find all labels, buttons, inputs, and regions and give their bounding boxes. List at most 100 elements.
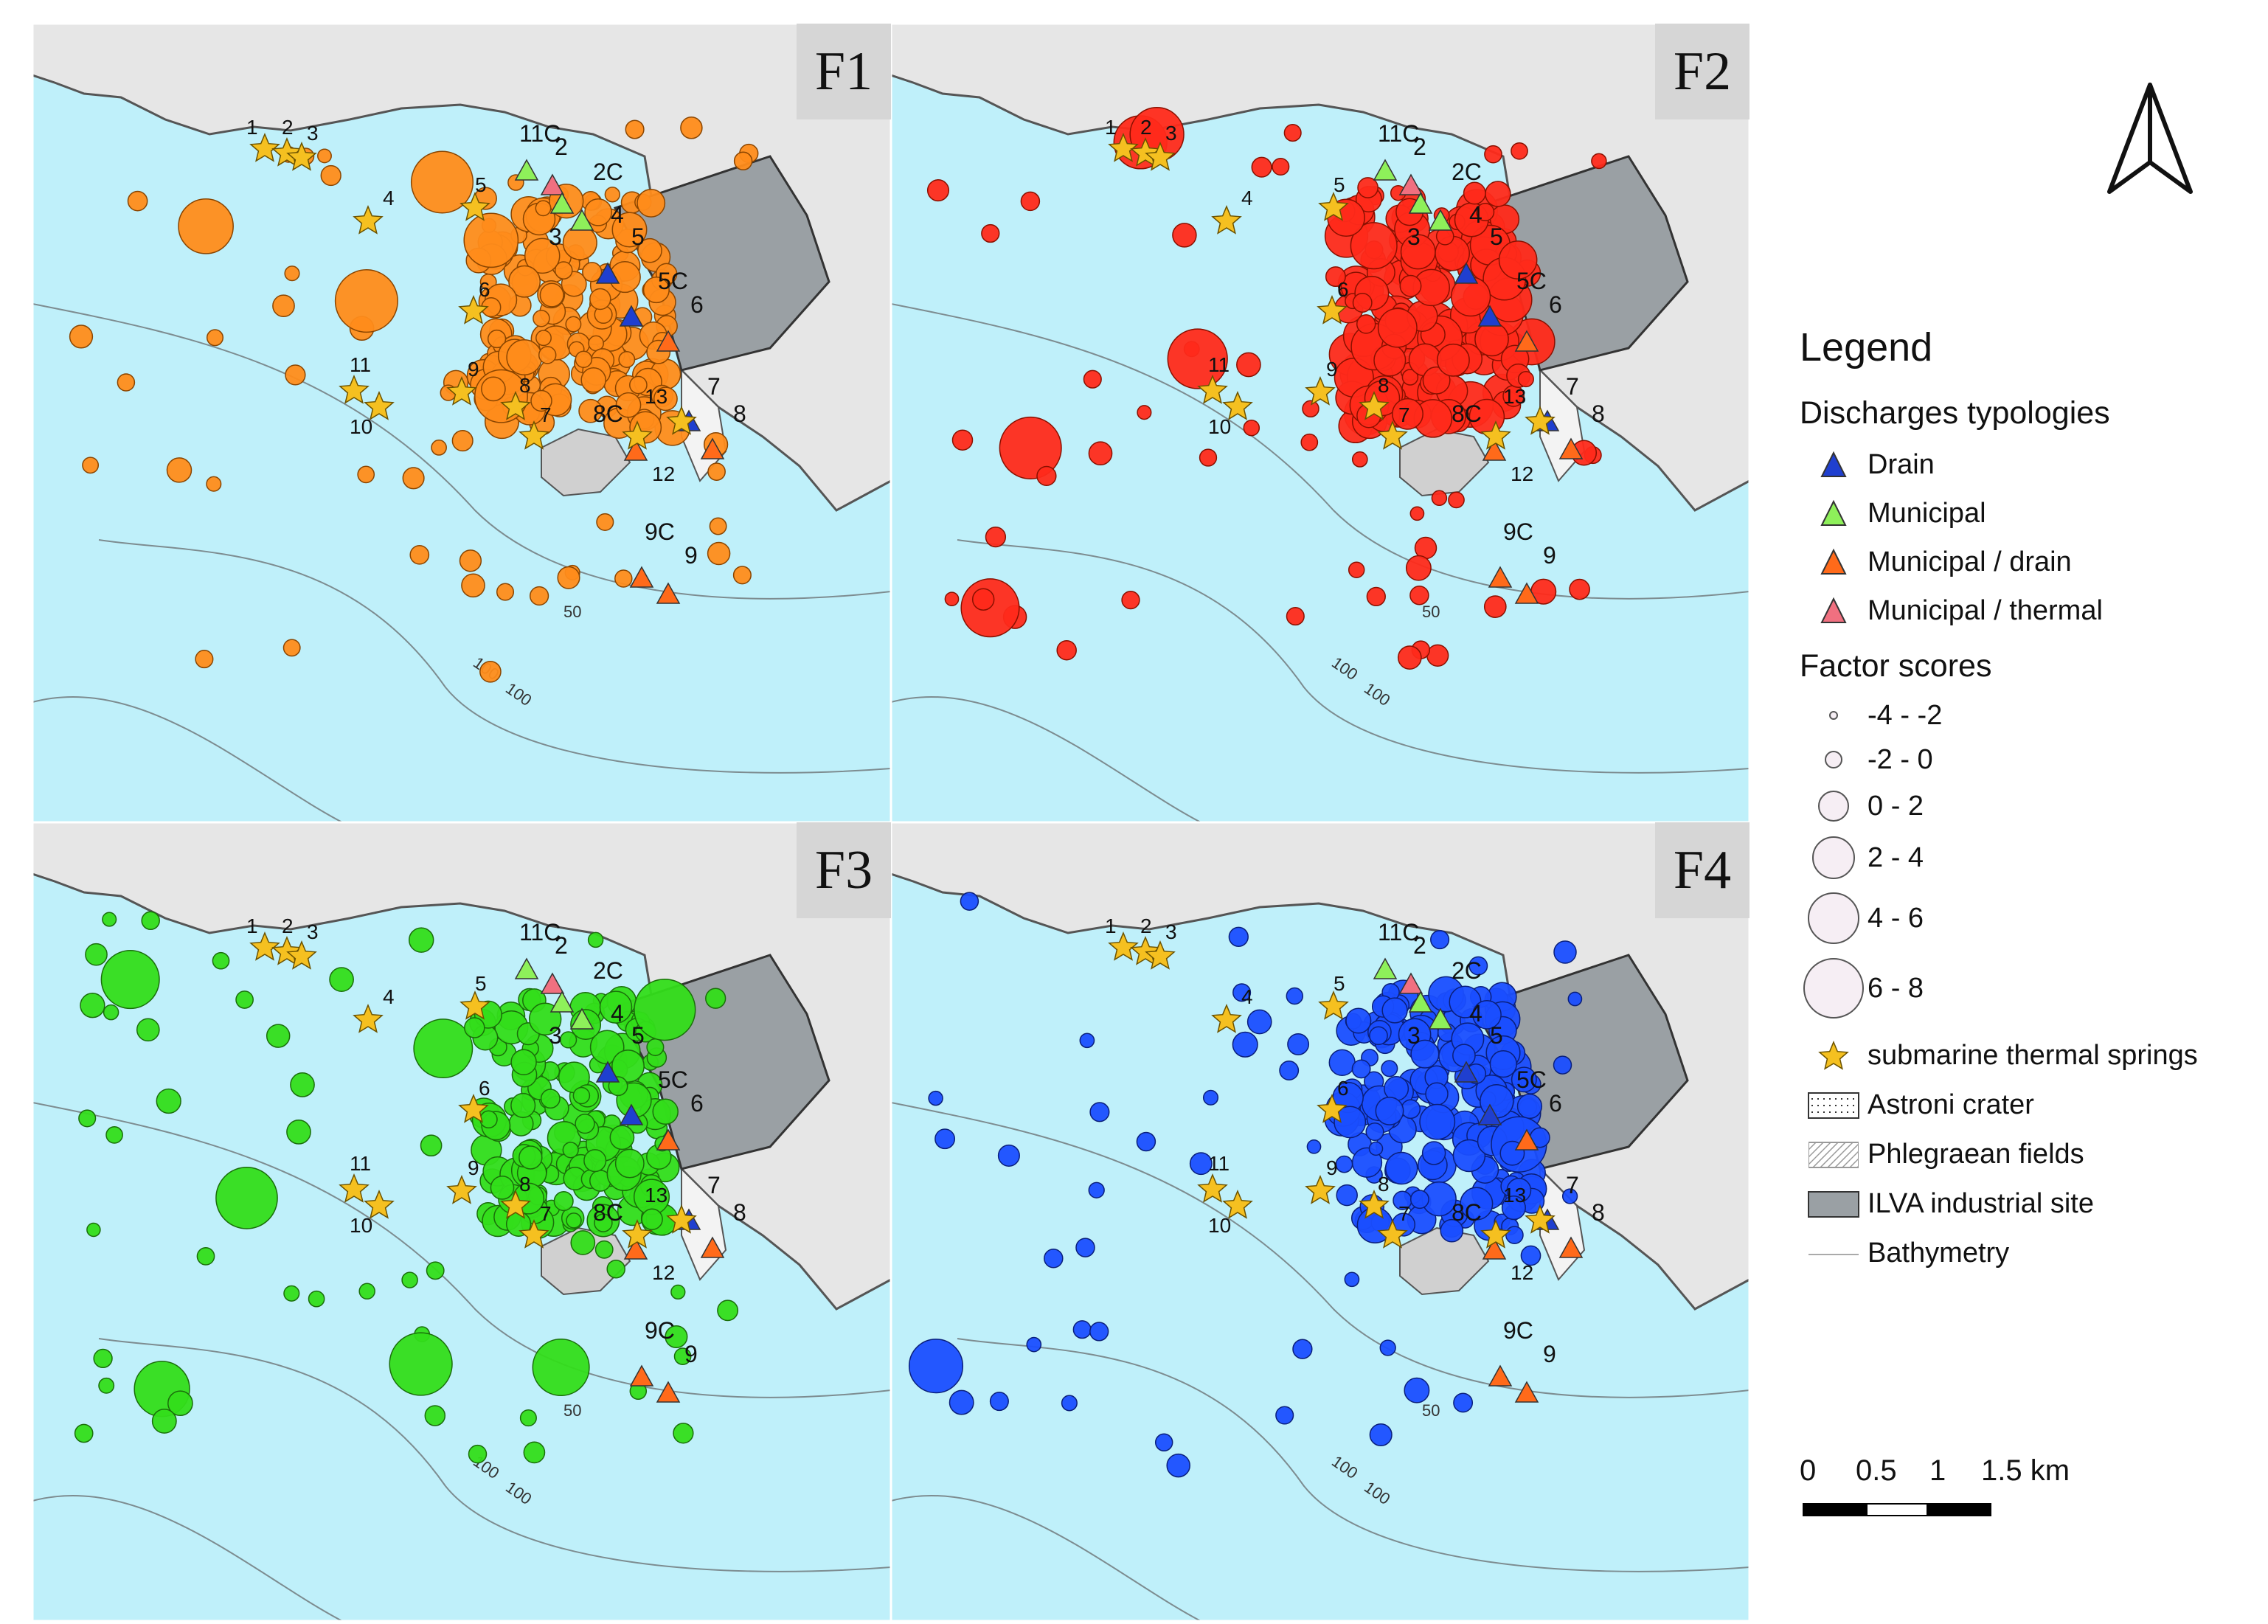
sampling-point xyxy=(1020,191,1041,212)
sampling-point xyxy=(575,350,593,368)
legend-label: 0 - 2 xyxy=(1868,790,1924,822)
bathymetry-line-100b xyxy=(891,1494,1201,1621)
sampling-point xyxy=(1352,293,1373,313)
discharge-label: 5C xyxy=(658,268,688,294)
municipal-discharge-icon xyxy=(569,1007,594,1030)
drain-discharge-icon xyxy=(1454,262,1479,284)
sampling-point xyxy=(1287,1033,1310,1055)
spring-label: 11 xyxy=(350,353,371,376)
discharge-label: 11C xyxy=(519,120,561,147)
sampling-point xyxy=(596,513,614,531)
scale-bar-segment xyxy=(1927,1503,1991,1516)
sampling-point xyxy=(1026,1336,1042,1353)
spring-label: 7 xyxy=(1398,1202,1410,1225)
discharge-label: 11C xyxy=(519,919,561,945)
sampling-point xyxy=(587,931,604,948)
sampling-point xyxy=(420,1134,443,1157)
spring-label: 2 xyxy=(282,116,294,139)
panel-title: F2 xyxy=(1655,24,1749,119)
sampling-point xyxy=(971,588,995,611)
drain-triangle-icon xyxy=(1800,450,1868,479)
sampling-point xyxy=(1569,578,1590,600)
spring-label: 9 xyxy=(1326,1156,1338,1179)
map-panel-f1: 5010010011C22C3455C6788C9C91234567891011… xyxy=(32,24,891,822)
thermal-spring-star-icon xyxy=(339,375,370,404)
spring-label: 11 xyxy=(350,1152,371,1175)
thermal-spring-star-icon xyxy=(1525,1204,1556,1234)
spring-label: 12 xyxy=(652,1261,675,1284)
sampling-point xyxy=(127,190,148,212)
spring-label: 2 xyxy=(1140,915,1152,937)
sampling-point xyxy=(490,1176,515,1200)
bathymetry-line-100b xyxy=(32,695,343,822)
thermal-spring-star-icon xyxy=(622,1219,653,1249)
discharge-label: 5 xyxy=(1490,223,1503,250)
sampling-point xyxy=(1463,181,1486,205)
map-panel-f4: 50 100 100 11C 2 2C 3 4 5 5C 6 7 8 8C 9C 9 1 2 3 4 5 6 7 8 9 10 11… xyxy=(891,822,1749,1621)
sampling-point xyxy=(1476,202,1495,222)
municipal-discharge-icon xyxy=(1373,159,1398,181)
sampling-point xyxy=(1199,448,1218,467)
sampling-point xyxy=(1422,366,1451,395)
legend-label: Municipal / thermal xyxy=(1868,594,2103,626)
sampling-point xyxy=(424,1405,446,1426)
thermal-spring-star-icon xyxy=(622,420,653,450)
discharge-label: 8 xyxy=(1592,400,1605,427)
legend-discharge-row: Municipal xyxy=(1800,489,2257,538)
legend-discharges: Drain Municipal Municipal / drain Municipal… xyxy=(1800,440,2257,635)
sampling-point xyxy=(1283,124,1302,142)
spring-label: 3 xyxy=(1165,920,1177,943)
sampling-point xyxy=(575,1113,595,1134)
discharge-label: 8C xyxy=(593,400,623,427)
sampling-point xyxy=(1401,369,1419,386)
sampling-point xyxy=(178,198,234,254)
sampling-point xyxy=(1228,926,1249,947)
thermal-spring-star-icon xyxy=(286,142,317,171)
sampling-point xyxy=(357,465,375,484)
legend-symbol-row: Bathymetry xyxy=(1800,1229,2257,1278)
municipal-discharge-icon xyxy=(569,209,594,231)
thermal-spring-star-icon xyxy=(249,931,280,961)
sampling-point xyxy=(578,398,603,423)
spring-label: 9 xyxy=(468,1156,479,1179)
spring-label: 10 xyxy=(1208,415,1231,438)
sampling-point xyxy=(413,1019,474,1079)
sampling-point xyxy=(206,329,224,347)
thermal-spring-star-icon xyxy=(460,990,490,1020)
sampling-point xyxy=(637,188,666,218)
gray-box-icon xyxy=(1800,1187,1868,1221)
sampling-point xyxy=(1036,465,1057,487)
sampling-point xyxy=(1485,181,1511,207)
thermal-spring-star-icon xyxy=(666,1204,697,1234)
sampling-point xyxy=(1246,1009,1272,1035)
sampling-point xyxy=(1088,441,1113,466)
sampling-point xyxy=(1369,1423,1393,1447)
bathymetry-line-100b xyxy=(891,695,1201,822)
legend-scores-title: Factor scores xyxy=(1800,648,1992,684)
sampling-point xyxy=(102,912,117,927)
sampling-point xyxy=(1375,1096,1404,1125)
sampling-point xyxy=(1136,1131,1156,1152)
panel-title: F4 xyxy=(1655,822,1749,918)
sampling-point xyxy=(705,988,726,1009)
sampling-point xyxy=(1483,595,1507,618)
bathymetry-line-50 xyxy=(891,1102,1749,1398)
sampling-point xyxy=(195,650,214,669)
sampling-point xyxy=(1251,156,1272,178)
sampling-point xyxy=(1561,1188,1578,1204)
legend-discharge-row: Municipal / drain xyxy=(1800,538,2257,586)
sampling-point xyxy=(615,392,642,418)
sampling-point xyxy=(284,266,300,282)
sampling-point xyxy=(1448,491,1465,509)
municipal-drain-discharge-icon xyxy=(1558,437,1584,459)
sampling-point xyxy=(1381,997,1408,1024)
sampling-point xyxy=(1356,314,1376,334)
score-circle-icon xyxy=(1800,782,1868,830)
legend-title: Legend xyxy=(1800,325,1933,369)
sampling-point xyxy=(1121,590,1140,610)
spring-label: 7 xyxy=(540,1202,552,1225)
sampling-point xyxy=(717,1299,739,1322)
thermal-spring-star-icon xyxy=(364,1190,395,1219)
